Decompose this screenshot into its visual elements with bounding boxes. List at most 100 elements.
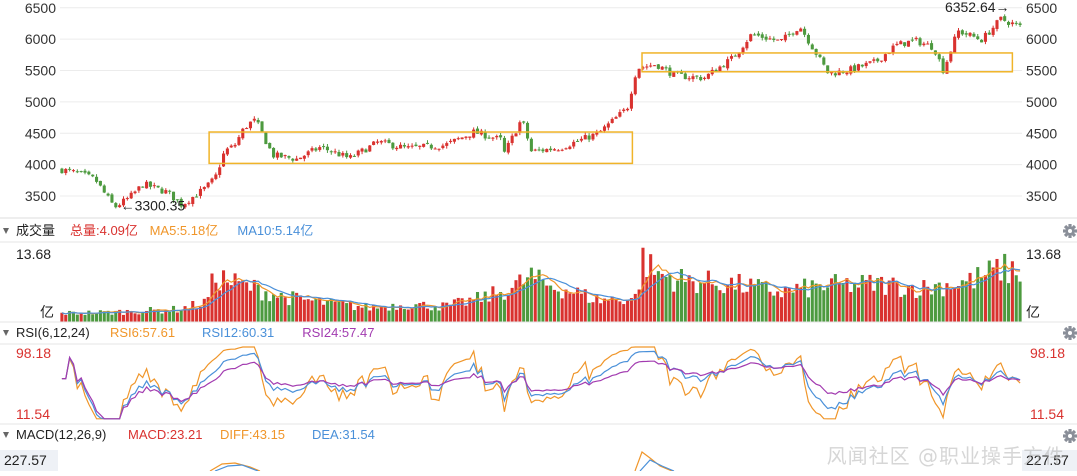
volume-bar	[79, 313, 83, 322]
volume-bar	[991, 267, 995, 322]
candle-body	[510, 135, 514, 144]
candle-body	[514, 133, 518, 137]
rsi-bottom-label-right: 11.54	[1030, 406, 1064, 422]
candle-body	[318, 147, 322, 150]
volume-bar	[368, 310, 372, 322]
volume-bar	[279, 292, 283, 322]
macd-legend-item: DIFF:43.15	[220, 427, 285, 442]
candle-body	[325, 146, 329, 151]
candle-body	[629, 93, 633, 109]
candle-body	[418, 145, 422, 147]
volume-bar	[245, 282, 249, 322]
volume-bar	[679, 269, 683, 322]
candle-body	[206, 182, 210, 188]
candle-body	[737, 52, 741, 58]
gear-icon[interactable]	[1063, 326, 1077, 340]
candle-body	[930, 43, 934, 50]
candle-body	[222, 153, 226, 167]
volume-bar	[868, 274, 872, 322]
gear-icon[interactable]	[1063, 224, 1077, 238]
volume-bar	[810, 280, 814, 322]
candle-body	[225, 148, 229, 155]
volume-bar	[291, 291, 295, 322]
candle-body	[610, 118, 614, 123]
candle-body	[268, 142, 272, 149]
volume-bar	[83, 314, 87, 322]
volume-bar	[583, 289, 587, 322]
candle-body	[179, 198, 183, 207]
volume-bar	[549, 285, 553, 322]
volume-bar	[406, 309, 410, 322]
candle-body	[98, 180, 102, 186]
candle-body	[406, 146, 410, 148]
candle-body	[175, 199, 179, 201]
collapse-icon	[3, 228, 9, 234]
volume-bar	[433, 307, 437, 322]
volume-bar	[710, 284, 714, 322]
volume-bar	[156, 309, 160, 322]
candle-body	[964, 33, 968, 35]
volume-bar	[195, 308, 199, 322]
candle-body	[287, 156, 291, 158]
volume-bar	[987, 260, 991, 322]
candle-body	[922, 43, 926, 46]
candle-body	[768, 38, 772, 40]
volume-bar	[206, 297, 210, 322]
candle-body	[545, 148, 549, 153]
volume-bar	[764, 281, 768, 322]
candle-body	[233, 144, 237, 147]
gear-icon[interactable]	[1063, 429, 1077, 443]
candle-body	[237, 137, 241, 145]
volume-bar	[768, 291, 772, 322]
candle-body	[641, 67, 645, 69]
macd-top-label-bg-right	[1022, 450, 1077, 471]
candle-body	[525, 122, 530, 139]
candle-body	[672, 71, 676, 77]
volume-bar	[383, 306, 387, 322]
gear-tooth	[1068, 224, 1072, 228]
candle-body	[849, 66, 853, 74]
collapse-icon	[3, 432, 9, 438]
candle-body	[352, 155, 356, 157]
volume-bar	[980, 277, 984, 322]
candle-body	[483, 131, 487, 139]
volume-bar	[687, 275, 691, 322]
volume-bar	[779, 297, 784, 322]
volume-bar	[776, 291, 780, 322]
candle-body	[275, 152, 279, 158]
volume-bar	[760, 281, 764, 322]
macd-dea-line	[639, 459, 675, 472]
candle-body	[814, 48, 818, 55]
candle-body	[248, 121, 253, 129]
volume-bar	[118, 309, 122, 322]
volume-bar	[756, 279, 760, 322]
volume-bar	[464, 305, 468, 322]
candle-body	[729, 56, 734, 59]
candle-body	[460, 137, 464, 140]
volume-bar	[422, 301, 426, 322]
volume-bar	[168, 311, 172, 322]
gear-hole	[1068, 229, 1072, 233]
volume-bar	[683, 281, 687, 322]
volume-bar	[268, 301, 272, 322]
candle-body	[102, 185, 106, 193]
volume-bar	[214, 282, 218, 322]
volume-bar	[229, 285, 233, 322]
volume-bar	[333, 301, 337, 322]
candle-body	[541, 149, 545, 152]
candle-body	[572, 141, 576, 147]
candle-body	[914, 37, 918, 40]
volume-bar	[456, 297, 460, 322]
candle-body	[283, 155, 287, 157]
volume-bar	[372, 304, 376, 322]
volume-bar	[741, 292, 745, 322]
volume-bar	[191, 301, 195, 322]
volume-bar	[618, 301, 622, 322]
volume-bar	[121, 314, 126, 322]
candle-body	[687, 78, 691, 80]
volume-bar	[341, 301, 345, 322]
price-axis-label-right: 5000	[1026, 94, 1057, 110]
candle-body	[699, 77, 703, 81]
candle-body	[614, 117, 618, 119]
candle-body	[999, 16, 1003, 20]
